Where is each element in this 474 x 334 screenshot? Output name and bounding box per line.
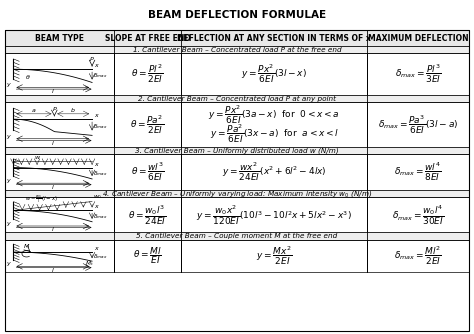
Text: l: l — [52, 268, 54, 273]
Text: y: y — [7, 134, 10, 139]
Bar — [367, 102, 469, 147]
Text: 1. Cantilever Beam – Concentrated load P at the free end: 1. Cantilever Beam – Concentrated load P… — [133, 47, 341, 53]
Text: $y = \dfrac{wx^2}{24EI}(x^2 + 6l^2 - 4lx)$: $y = \dfrac{wx^2}{24EI}(x^2 + 6l^2 - 4lx… — [222, 161, 327, 183]
Bar — [367, 154, 469, 190]
Text: $\delta_{max}$: $\delta_{max}$ — [93, 169, 108, 178]
Bar — [5, 30, 469, 46]
Text: w: w — [35, 155, 40, 160]
Bar — [5, 154, 114, 190]
Text: 4. Cantilever Beam – Uniformly varying load: Maximum intensity $w_0$ (N/m): 4. Cantilever Beam – Uniformly varying l… — [102, 188, 372, 199]
Text: b: b — [71, 108, 75, 113]
Text: $y = \dfrac{Mx^2}{2EI}$: $y = \dfrac{Mx^2}{2EI}$ — [256, 245, 292, 267]
Text: y: y — [7, 221, 10, 226]
Bar — [5, 46, 469, 53]
Bar — [5, 147, 469, 154]
Bar — [367, 53, 469, 95]
Bar — [5, 197, 114, 232]
Bar — [5, 240, 114, 272]
Bar — [114, 154, 181, 190]
Bar — [114, 240, 181, 272]
Text: $\theta = \dfrac{Pa^2}{2EI}$: $\theta = \dfrac{Pa^2}{2EI}$ — [130, 114, 164, 136]
Bar — [5, 102, 114, 147]
Text: $w_0$: $w_0$ — [93, 193, 102, 201]
Bar — [5, 190, 469, 197]
Bar — [181, 102, 367, 147]
Bar — [181, 53, 367, 95]
Text: $\theta = \dfrac{Ml}{EI}$: $\theta = \dfrac{Ml}{EI}$ — [133, 245, 162, 267]
Bar — [114, 197, 181, 232]
Text: MAXIMUM DEFLECTION: MAXIMUM DEFLECTION — [368, 34, 468, 42]
Text: BEAM TYPE: BEAM TYPE — [35, 34, 84, 42]
Text: y: y — [7, 262, 10, 267]
Text: $\theta = \dfrac{Pl^2}{2EI}$: $\theta = \dfrac{Pl^2}{2EI}$ — [131, 63, 164, 85]
Text: l: l — [52, 227, 54, 232]
Bar — [5, 95, 469, 102]
Text: $M_t$: $M_t$ — [85, 259, 94, 268]
Text: $\delta_{max} = \dfrac{Pa^3}{6EI}(3l - a)$: $\delta_{max} = \dfrac{Pa^3}{6EI}(3l - a… — [378, 114, 458, 136]
Text: $\theta = \dfrac{wl^3}{6EI}$: $\theta = \dfrac{wl^3}{6EI}$ — [131, 161, 164, 183]
Bar — [367, 197, 469, 232]
Text: $\delta_{max} = \dfrac{Ml^2}{2EI}$: $\delta_{max} = \dfrac{Ml^2}{2EI}$ — [394, 245, 442, 267]
Bar — [181, 154, 367, 190]
Text: $\theta = \dfrac{w_0 l^3}{24EI}$: $\theta = \dfrac{w_0 l^3}{24EI}$ — [128, 203, 167, 226]
Text: DEFLECTION AT ANY SECTION IN TERMS OF x: DEFLECTION AT ANY SECTION IN TERMS OF x — [177, 34, 371, 42]
Bar — [5, 232, 469, 240]
Text: $y = \dfrac{w_0 x^2}{120EI}(10l^3 - 10l^2 x + 5lx^2 - x^3)$: $y = \dfrac{w_0 x^2}{120EI}(10l^3 - 10l^… — [196, 203, 352, 226]
Bar — [181, 240, 367, 272]
Text: l: l — [52, 89, 54, 94]
Text: M: M — [24, 244, 29, 249]
Text: $y = \dfrac{Px^2}{6EI}(3l - x)$: $y = \dfrac{Px^2}{6EI}(3l - x)$ — [241, 63, 307, 85]
Text: BEAM DEFLECTION FORMULAE: BEAM DEFLECTION FORMULAE — [148, 10, 326, 20]
Text: $\delta_{max}$: $\delta_{max}$ — [93, 71, 108, 80]
Text: l: l — [52, 141, 54, 146]
Text: $\theta$: $\theta$ — [25, 72, 31, 80]
Bar — [114, 53, 181, 95]
Bar — [5, 53, 114, 95]
Text: y: y — [7, 178, 10, 183]
Text: 3. Cantilever Beam – Uniformly distributed load w (N/m): 3. Cantilever Beam – Uniformly distribut… — [135, 147, 339, 154]
Text: x: x — [94, 204, 98, 209]
Text: $\delta_{max} = \dfrac{w_0 l^4}{30EI}$: $\delta_{max} = \dfrac{w_0 l^4}{30EI}$ — [392, 203, 444, 226]
Text: $y = \dfrac{Pa^2}{6EI}(3x - a)$  for  $a < x < l$: $y = \dfrac{Pa^2}{6EI}(3x - a)$ for $a <… — [210, 123, 339, 145]
Text: x: x — [94, 162, 98, 167]
Text: $y = \dfrac{Px^2}{6EI}(3a - x)$  for  $0 < x < a$: $y = \dfrac{Px^2}{6EI}(3a - x)$ for $0 <… — [209, 104, 340, 126]
Bar — [181, 197, 367, 232]
Text: 2. Cantilever Beam – Concentrated load P at any point: 2. Cantilever Beam – Concentrated load P… — [138, 96, 336, 102]
Text: x: x — [94, 63, 98, 68]
Text: P: P — [53, 107, 56, 112]
Text: SLOPE AT FREE END: SLOPE AT FREE END — [105, 34, 191, 42]
Text: x: x — [94, 246, 98, 251]
Text: P: P — [90, 57, 94, 62]
Text: $\delta_{max}$: $\delta_{max}$ — [93, 122, 108, 131]
Text: l: l — [52, 185, 54, 190]
Text: y: y — [7, 82, 10, 88]
Text: x: x — [94, 113, 98, 118]
Text: $\delta_{max} = \dfrac{wl^4}{8EI}$: $\delta_{max} = \dfrac{wl^4}{8EI}$ — [394, 161, 442, 183]
Text: $\delta_{max}$: $\delta_{max}$ — [93, 212, 108, 220]
Text: $\delta_{max} = \dfrac{Pl^3}{3EI}$: $\delta_{max} = \dfrac{Pl^3}{3EI}$ — [395, 63, 441, 85]
Bar — [114, 102, 181, 147]
Bar — [367, 240, 469, 272]
Text: $\delta_{max}$: $\delta_{max}$ — [93, 252, 108, 261]
Text: 5. Cantilever Beam – Couple moment M at the free end: 5. Cantilever Beam – Couple moment M at … — [137, 233, 337, 239]
Text: a: a — [32, 108, 36, 113]
Text: $w = \frac{w_0}{l}(l-x)$: $w = \frac{w_0}{l}(l-x)$ — [25, 193, 57, 205]
